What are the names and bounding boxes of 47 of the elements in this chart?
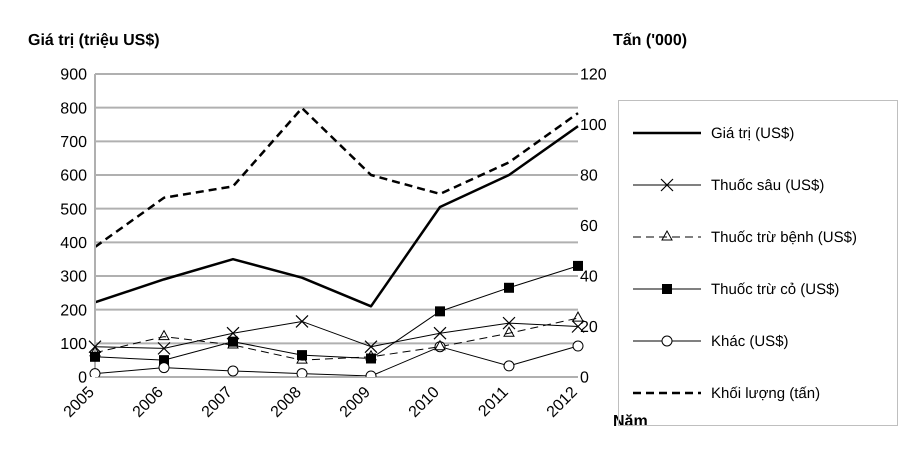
point bbox=[504, 282, 514, 293]
point bbox=[504, 360, 514, 372]
y-tick-label: 0 bbox=[78, 370, 88, 387]
y-tick-label: 500 bbox=[60, 201, 88, 218]
y2-tick-label: 60 bbox=[580, 218, 598, 236]
point bbox=[572, 340, 584, 352]
line-series bbox=[94, 106, 580, 248]
point bbox=[226, 326, 240, 340]
point bbox=[228, 365, 238, 376]
y-tick-label: 800 bbox=[60, 100, 88, 118]
point bbox=[158, 362, 170, 374]
y2-tick-label: 40 bbox=[580, 268, 598, 286]
y-axis-title: Giá trị (triệu US$) bbox=[28, 32, 160, 50]
point bbox=[158, 330, 170, 340]
y-tick-label: 900 bbox=[60, 66, 88, 84]
legend-label: Giá trị (US$) bbox=[711, 124, 794, 142]
y-tick-label: 600 bbox=[60, 168, 88, 185]
legend-label: Thuốc trừ bệnh (US$) bbox=[711, 228, 857, 246]
point bbox=[88, 340, 102, 354]
legend-label: Khối lượng (tấn) bbox=[711, 384, 820, 402]
y2-axis-title: Tấn ('000) bbox=[613, 32, 688, 50]
legend-label: Thuốc trừ cỏ (US$) bbox=[711, 280, 840, 298]
point bbox=[435, 306, 445, 316]
y2-tick-label: 100 bbox=[580, 117, 607, 134]
y-tick-label: 200 bbox=[60, 302, 88, 320]
point bbox=[572, 312, 584, 322]
y-tick-label: 300 bbox=[60, 268, 88, 286]
line-series bbox=[94, 124, 580, 308]
y-tick-label: 400 bbox=[60, 235, 88, 252]
legend-label: Khác (US$) bbox=[711, 332, 789, 350]
point bbox=[364, 340, 378, 354]
point bbox=[157, 342, 171, 355]
y-tick-label: 100 bbox=[60, 336, 88, 354]
point bbox=[90, 368, 100, 377]
point bbox=[504, 326, 514, 337]
point bbox=[502, 316, 516, 330]
y-tick-label: 700 bbox=[60, 134, 88, 152]
point bbox=[296, 368, 308, 377]
point bbox=[573, 260, 583, 271]
y2-tick-label: 120 bbox=[580, 66, 607, 84]
y2-tick-label: 20 bbox=[580, 319, 598, 336]
point bbox=[366, 350, 376, 360]
point bbox=[433, 326, 447, 340]
y2-tick-label: 0 bbox=[580, 370, 589, 387]
y2-tick-label: 80 bbox=[580, 168, 598, 185]
legend-label: Thuốc sâu (US$) bbox=[711, 176, 824, 194]
point bbox=[295, 314, 309, 328]
